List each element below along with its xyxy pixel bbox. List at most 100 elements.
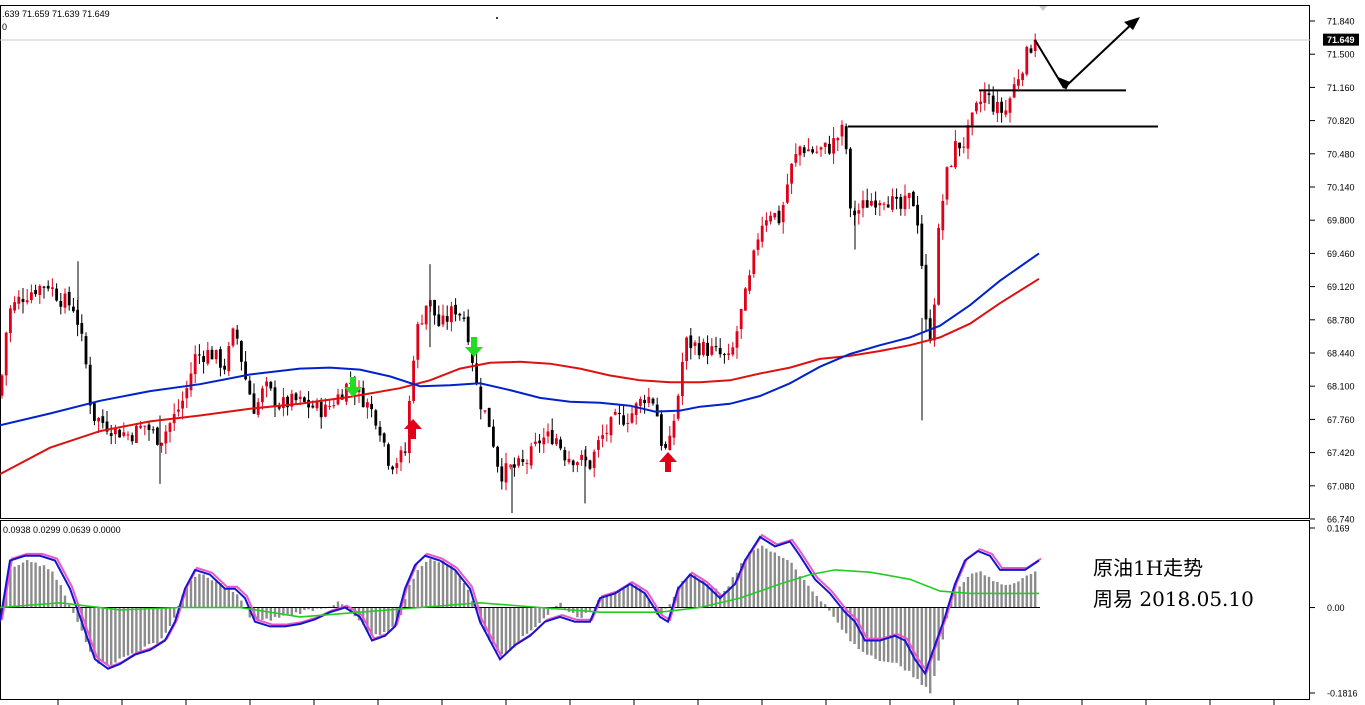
histogram-bar <box>790 562 793 608</box>
indicator-axis-label: 0.169 <box>1327 524 1350 534</box>
histogram-bar <box>870 607 873 656</box>
histogram-bar <box>311 607 314 611</box>
bear-candle <box>151 429 155 431</box>
bull-candle <box>647 396 651 404</box>
bear-candle <box>403 451 407 453</box>
bear-candle <box>244 361 247 380</box>
price-axis-label: 71.160 <box>1327 83 1355 93</box>
price-axis-label: 66.740 <box>1327 515 1355 525</box>
bear-candle <box>294 393 298 401</box>
bear-candle <box>130 435 134 442</box>
bear-candle <box>588 460 592 469</box>
histogram-bar <box>412 578 415 608</box>
bull-candle <box>710 346 714 355</box>
bull-candle <box>546 431 550 437</box>
histogram-bar <box>341 604 344 608</box>
histogram-bar <box>210 580 214 608</box>
histogram-bar <box>731 577 734 608</box>
histogram-bar <box>68 604 71 608</box>
histogram-bar <box>395 607 398 623</box>
histogram-bar <box>383 607 386 633</box>
histogram-bar <box>278 607 281 618</box>
bull-candle <box>580 454 583 461</box>
histogram-bar <box>899 607 902 667</box>
bull-candle <box>324 404 327 417</box>
histogram-bar <box>21 562 25 608</box>
candles <box>0 33 1037 514</box>
bear-candle <box>286 396 289 408</box>
histogram-bar <box>563 607 566 609</box>
macd-line <box>0 535 1040 676</box>
histogram-bar <box>555 605 558 608</box>
bear-candle <box>660 414 663 446</box>
price-axis-label: 70.480 <box>1327 149 1355 159</box>
histogram-bar <box>374 607 377 635</box>
ohlc-readout: .639 71.659 71.639 71.649 <box>2 9 110 19</box>
bear-candle <box>223 365 226 370</box>
bull-candle <box>399 450 403 463</box>
histogram-bar <box>992 581 995 608</box>
price-axis-label: 70.140 <box>1327 183 1355 193</box>
bear-candle <box>571 460 575 466</box>
bear-candle <box>277 406 281 409</box>
price-axis-label: 71.500 <box>1327 50 1355 60</box>
histogram-bar <box>723 591 726 608</box>
bear-candle <box>273 387 277 406</box>
bear-candle <box>210 349 214 360</box>
histogram-bar <box>500 607 503 655</box>
bear-candle <box>319 401 323 418</box>
bull-candle <box>760 225 764 242</box>
histogram-bar <box>13 566 16 608</box>
bear-candle <box>987 93 991 96</box>
histogram-bar <box>55 579 58 608</box>
crosshair-dot <box>496 17 498 19</box>
histogram-bar <box>160 607 163 639</box>
histogram-bar <box>756 548 760 608</box>
histogram-bar <box>483 607 487 632</box>
histogram-bar <box>601 598 604 608</box>
bear-candle <box>777 210 781 224</box>
histogram-bar <box>866 607 869 655</box>
bull-candle <box>395 463 399 468</box>
histogram-bar <box>584 607 587 613</box>
bear-candle <box>664 443 667 448</box>
bear-candle <box>462 317 466 319</box>
bull-candle <box>416 324 420 360</box>
histogram-bar <box>80 607 83 631</box>
histogram-bar <box>933 607 936 676</box>
histogram-bar <box>542 607 545 619</box>
histogram-bar <box>110 607 113 665</box>
bull-candle <box>798 146 802 156</box>
bear-candle <box>920 223 924 266</box>
histogram-bar <box>269 607 272 621</box>
histogram-bar <box>714 588 718 608</box>
bull-candle <box>739 309 743 330</box>
histogram-bar <box>975 572 978 608</box>
bear-candle <box>437 314 441 326</box>
histogram-bar <box>164 607 167 633</box>
bull-candle <box>17 296 21 304</box>
bull-candle <box>672 420 676 438</box>
histogram-bar <box>38 566 41 608</box>
histogram-bar <box>727 586 730 608</box>
bear-candle <box>387 444 390 466</box>
bull-candle <box>1033 39 1037 52</box>
bear-candle <box>147 424 151 431</box>
histogram-bar <box>231 591 235 608</box>
histogram-bar <box>769 551 772 608</box>
histogram-bar <box>819 601 823 608</box>
bull-candle <box>298 396 302 399</box>
histogram-bar <box>614 592 617 608</box>
bull-candle <box>937 227 940 305</box>
bull-candle <box>13 302 16 311</box>
bull-candle <box>193 354 197 375</box>
bear-candle <box>492 426 495 447</box>
histogram-bar <box>265 607 268 619</box>
slow-moving-average-line <box>0 277 1040 475</box>
bull-candle <box>903 195 907 210</box>
histogram-bar <box>1017 581 1020 608</box>
histogram-bar <box>824 604 827 608</box>
bull-candle <box>781 205 785 223</box>
bull-candle <box>328 406 331 408</box>
